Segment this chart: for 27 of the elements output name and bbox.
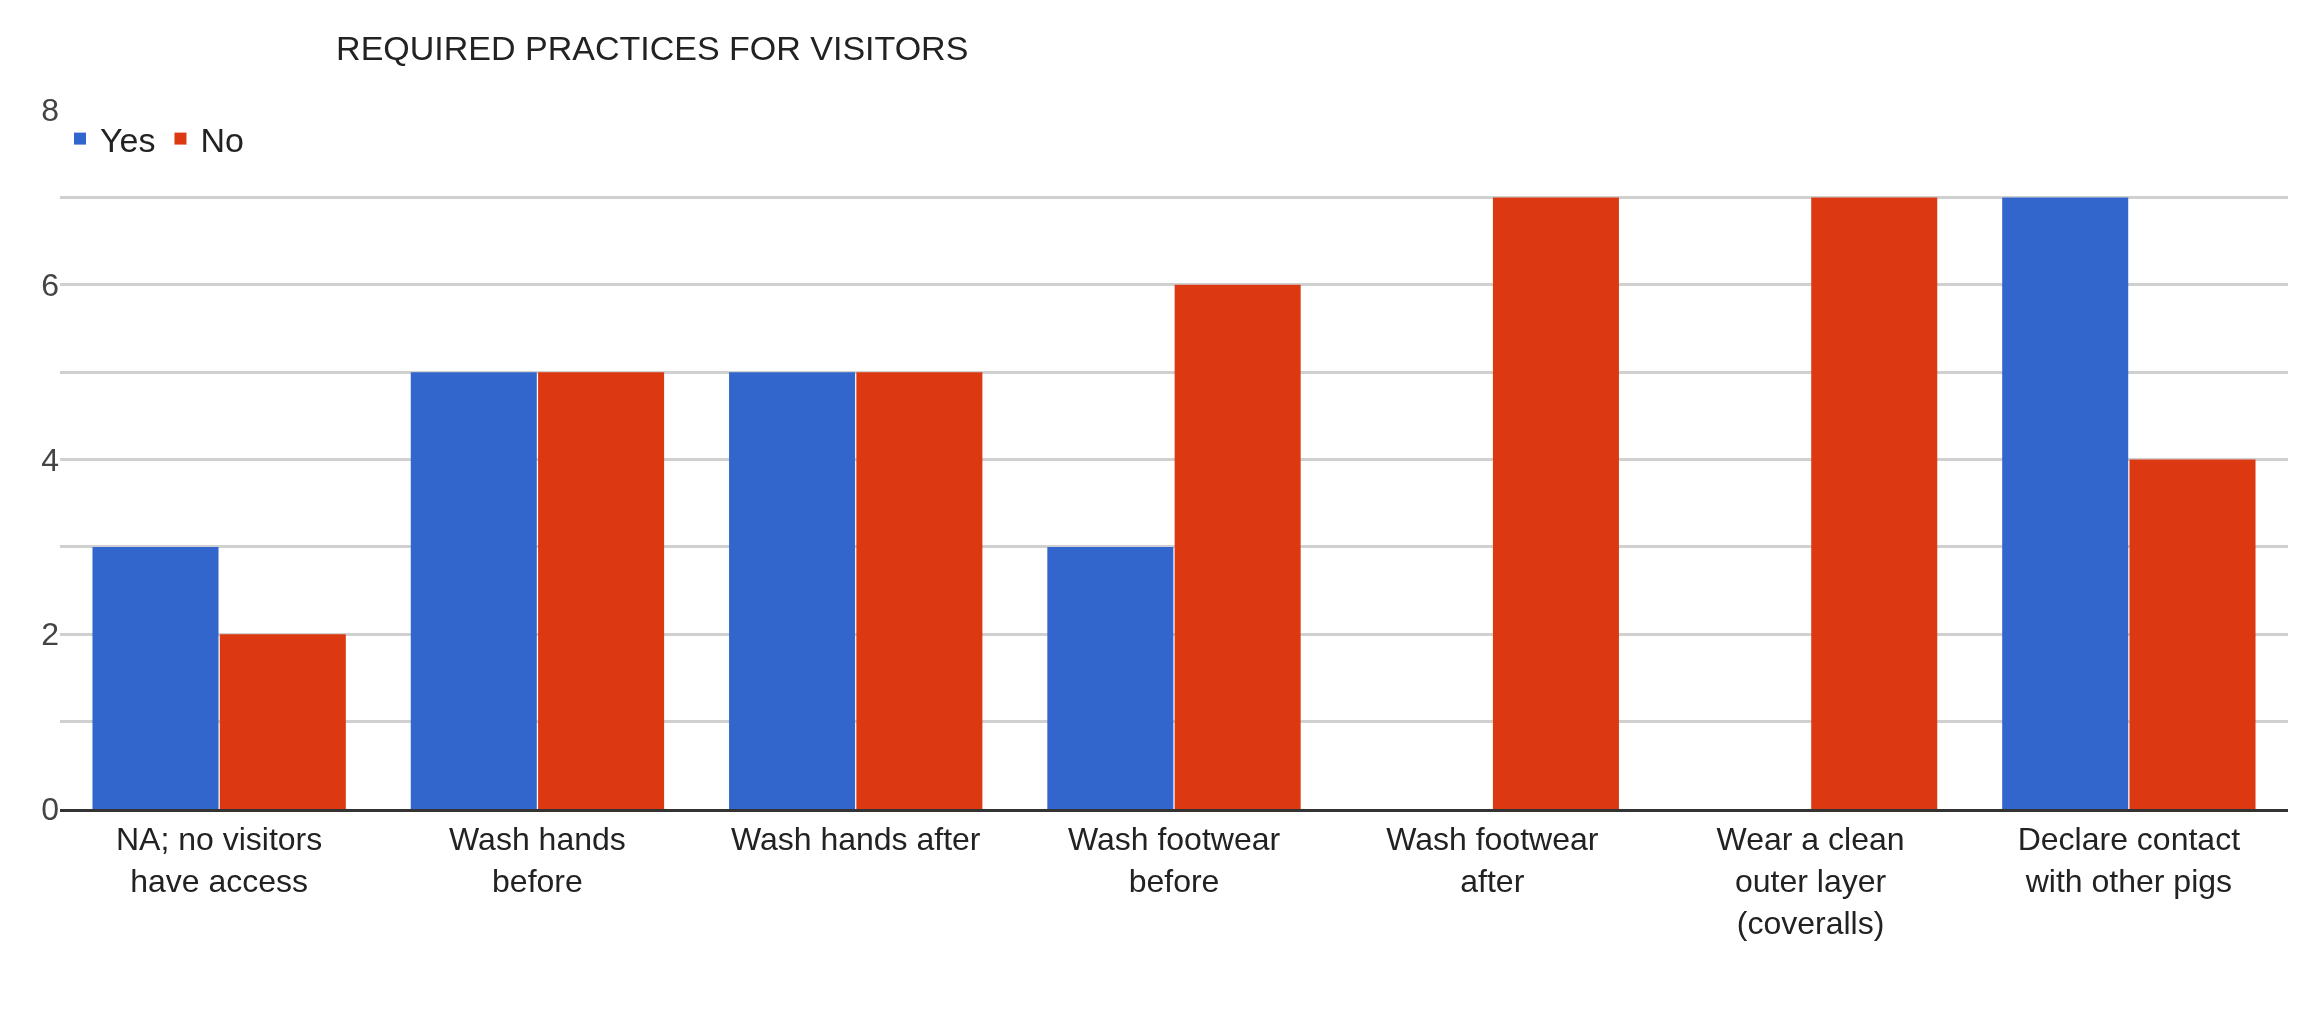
x-tick-label: Wash footwear before	[1067, 821, 1281, 899]
bar	[538, 372, 665, 809]
legend-label: Yes	[100, 120, 156, 159]
chart-title: REQUIRED PRACTICES FOR VISITORS	[336, 28, 969, 67]
bar	[2002, 197, 2129, 809]
x-tick-label: Wear a clean outer layer (coveralls)	[1716, 821, 1905, 941]
bar	[1174, 284, 1301, 809]
bar	[1492, 197, 1619, 809]
bar	[1811, 197, 1938, 809]
y-tick-label: 0	[41, 791, 59, 828]
x-tick-label: Wash hands after	[730, 821, 981, 858]
y-tick-label: 4	[41, 441, 59, 478]
bar	[92, 546, 219, 809]
legend-label: No	[200, 120, 244, 159]
y-tick-label: 8	[41, 92, 59, 129]
bar	[1047, 546, 1174, 809]
bar	[219, 634, 346, 809]
x-tick-label: Wash footwear after	[1386, 821, 1599, 899]
x-tick-label: Declare contact with other pigs	[2017, 821, 2241, 899]
bar	[856, 372, 983, 809]
y-tick-label: 2	[41, 616, 59, 653]
bar	[410, 372, 537, 809]
x-tick-label: NA; no visitors have access	[116, 821, 323, 899]
bar	[2129, 459, 2256, 809]
bar	[729, 372, 856, 809]
y-tick-label: 6	[41, 266, 59, 303]
x-tick-label: Wash hands before	[449, 821, 626, 899]
